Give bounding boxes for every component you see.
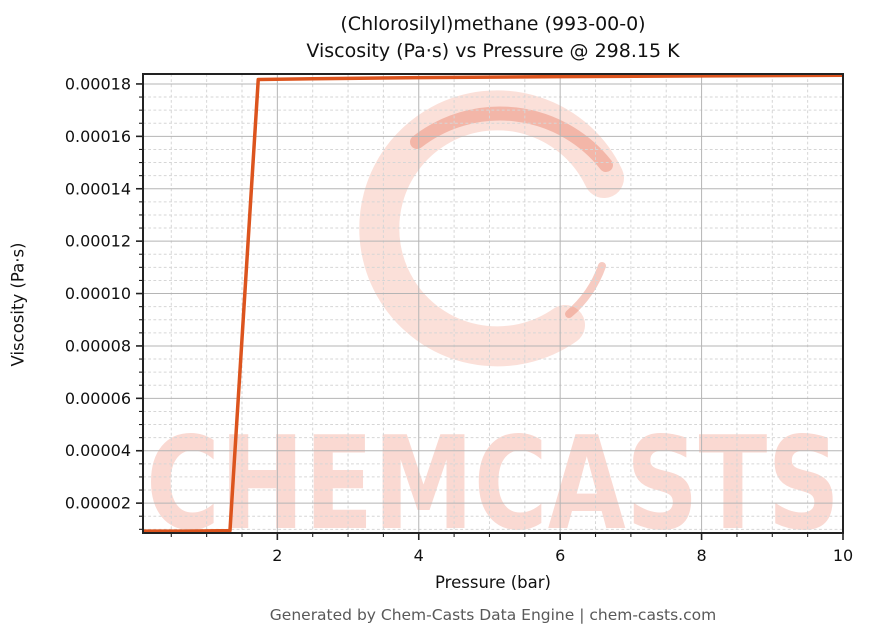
chart-title-line1: (Chlorosilyl)methane (993-00-0) <box>340 13 646 35</box>
footer-credit: Generated by Chem-Casts Data Engine | ch… <box>269 606 717 624</box>
x-tick-label: 6 <box>555 546 565 565</box>
y-tick-label: 0.00010 <box>65 284 131 303</box>
x-axis-label: Pressure (bar) <box>435 573 551 592</box>
chart-title-line2: Viscosity (Pa·s) vs Pressure @ 298.15 K <box>306 40 680 62</box>
y-tick-label: 0.00004 <box>65 441 131 460</box>
y-tick-label: 0.00012 <box>65 232 131 251</box>
y-tick-label: 0.00002 <box>65 494 131 513</box>
y-tick-label: 0.00018 <box>65 74 131 93</box>
watermark-layer: CHEMCASTS <box>146 90 840 559</box>
y-tick-label: 0.00006 <box>65 389 131 408</box>
y-tick-label: 0.00008 <box>65 336 131 355</box>
grid-layer <box>143 74 843 533</box>
y-axis-label: Viscosity (Pa·s) <box>8 242 28 367</box>
x-tick-label: 8 <box>696 546 706 565</box>
plot-border <box>142 73 844 534</box>
x-tick-label: 2 <box>272 546 282 565</box>
x-tick-label: 4 <box>414 546 424 565</box>
axes-layer: 2 4 6 8 10 0.00002 0.00004 0.00006 0.00008 0.0001… <box>65 73 853 565</box>
chemcasts-text-watermark: CHEMCASTS <box>146 410 840 559</box>
x-tick-label: 10 <box>833 546 853 565</box>
y-tick-label: 0.00014 <box>65 179 131 198</box>
y-tick-label: 0.00016 <box>65 127 131 146</box>
chart-title: (Chlorosilyl)methane (993-00-0) Viscosit… <box>143 11 843 65</box>
chemcasts-logo-watermark <box>359 90 624 367</box>
curve-layer <box>143 74 843 533</box>
viscosity-curve <box>143 74 843 533</box>
